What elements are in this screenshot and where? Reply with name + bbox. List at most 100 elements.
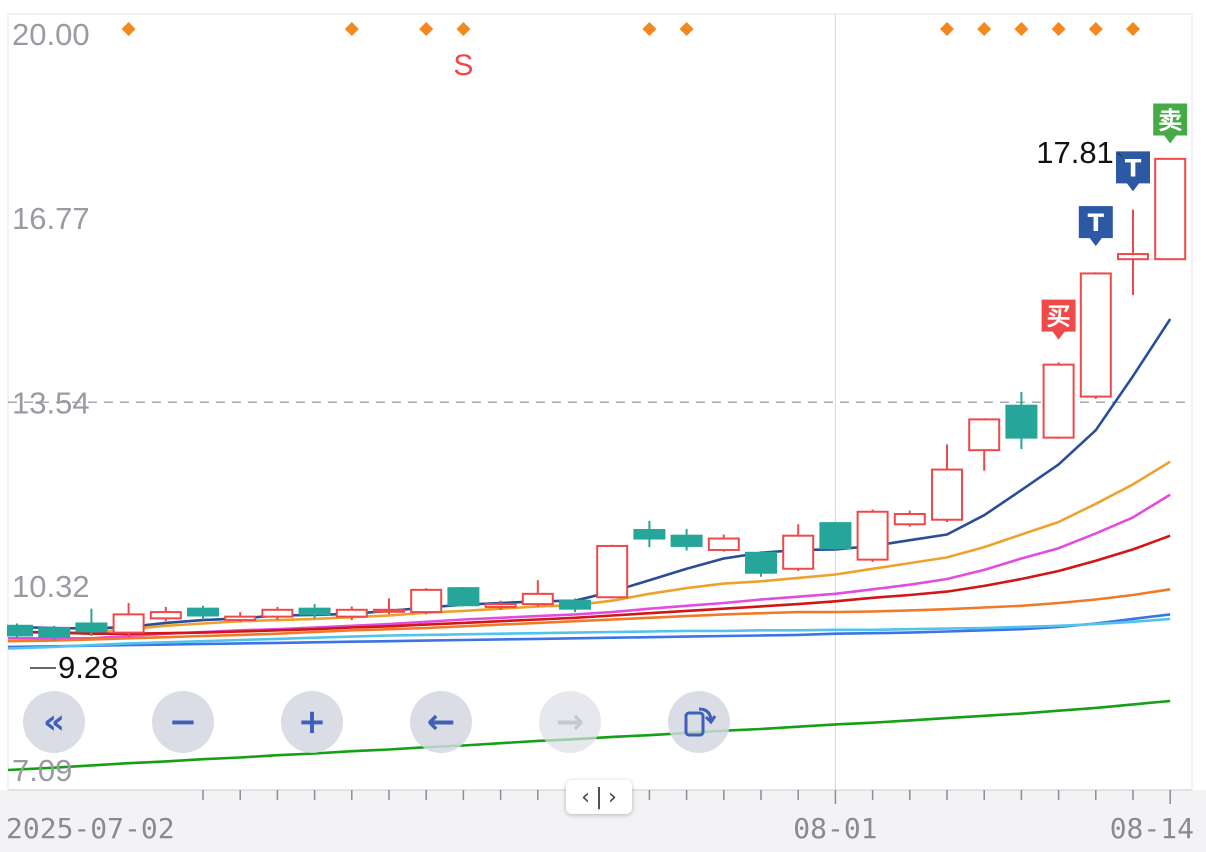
candle [75,608,108,637]
candle-body [38,627,71,638]
ma-line-4 [7,534,1171,636]
trade-flag-shape [1041,299,1076,340]
candle-body [7,624,33,637]
candle-body [1005,404,1038,439]
candle [410,588,443,615]
zoom-out-icon: − [168,702,198,742]
scroll-left-fast-icon: « [43,702,65,742]
lowest-price-label: 9.28 [58,650,118,685]
candle [7,623,33,639]
y-axis-label: 13.54 [12,385,90,420]
zoom-out-button[interactable]: − [152,691,214,753]
trade-flag-shape [1153,103,1188,144]
zoom-in-button[interactable]: + [281,691,343,753]
y-axis-label: 16.77 [12,201,90,236]
candle [856,509,889,562]
diamond-marker [940,22,954,36]
candle-body [1079,272,1112,398]
diamond-marker [456,22,471,36]
scroll-right-icon: → [555,702,585,742]
candle [521,580,554,607]
candle [596,544,629,599]
candle-body [149,611,182,620]
diamond-marker [1051,22,1066,36]
diamond-marker [642,22,657,36]
y-axis-label: 20.00 [12,17,90,52]
candle-body [335,608,368,618]
trade-flag: T [1078,206,1113,247]
candle-body [484,603,517,608]
y-axis-label: 7.09 [12,753,72,788]
drag-handle[interactable]: ‹|› [566,780,632,814]
signal-label: S [453,49,473,82]
candle [1005,392,1038,450]
candle-body [112,613,145,634]
candle [261,606,294,621]
ma-line-5 [7,588,1171,643]
candle-body [75,622,108,633]
scroll-left-button[interactable]: ← [410,691,472,753]
candle [633,520,666,548]
candle-body [373,608,405,613]
scroll-right-button[interactable]: → [539,691,601,753]
highest-price-label: 17.81 [1036,135,1114,170]
candle [335,606,368,621]
candle [484,600,517,610]
candle [559,598,591,613]
candle-body [559,599,591,610]
candle-body [224,615,257,622]
trade-flag: T [1116,151,1150,192]
zoom-in-icon: + [297,702,327,742]
candle [745,551,777,577]
candle [931,444,963,523]
candle [447,586,480,607]
diamond-marker [679,22,694,36]
trade-flag-shape [1078,206,1113,247]
candle-body [968,418,1001,452]
candle-body [410,588,443,614]
trade-flag-label: T [1088,209,1105,237]
trade-flag: 卖 [1153,103,1188,144]
candle [1079,272,1112,399]
y-axis: 20.00 16.77 13.54 10.32 7.09 [12,17,90,788]
candle-body [447,587,480,607]
drag-handle-icon: ‹|› [579,784,619,810]
trade-flag-label: 卖 [1158,106,1182,134]
candle-body [298,607,331,616]
candle-body [707,537,740,551]
candle [298,604,331,619]
candle-body [633,528,666,540]
diamond-marker [419,22,434,36]
candle-body [187,607,219,617]
candle [968,418,1001,471]
candle [782,524,815,572]
candle [1117,209,1149,296]
candle [38,625,71,641]
ma-line-2 [8,460,1171,634]
candle-body [931,468,963,521]
candle-body [819,522,852,550]
ma-line-6 [7,613,1171,649]
candle-body [596,544,629,599]
rotate-icon [684,707,717,737]
candle [187,605,219,620]
trade-flag-label: T [1125,154,1142,182]
ma-line-7 [7,617,1171,650]
candle [224,612,257,623]
moving-average-lines [7,318,1172,772]
candle [149,606,182,622]
x-axis-label: 2025-07-02 [6,812,175,845]
candle-body [856,510,889,561]
candle [819,522,852,550]
scroll-left-fast-button[interactable]: « [23,691,85,753]
trade-flag-shape [1116,151,1150,192]
candle-body [1154,157,1187,261]
ma-line-1 [7,318,1172,630]
diamond-marker [121,22,136,36]
highest-pointer [1117,152,1123,158]
rotate-screen-button[interactable] [668,691,730,753]
candlesticks [7,157,1187,641]
y-axis-label: 10.32 [12,569,90,604]
